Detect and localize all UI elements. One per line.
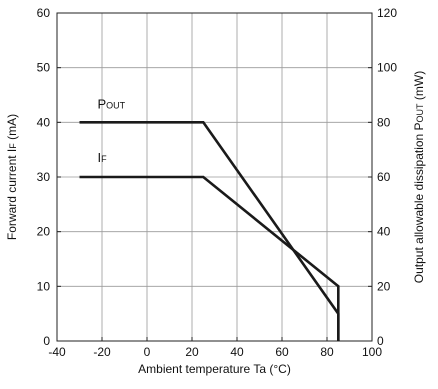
y-axis-label-right: Output allowable dissipation POUT (mW) bbox=[412, 71, 426, 283]
x-axis-label: Ambient temperature Ta (°C) bbox=[138, 362, 291, 376]
y-tick-label-right: 80 bbox=[377, 115, 391, 129]
x-tick-label: 40 bbox=[230, 345, 244, 359]
y-tick-label-left: 10 bbox=[37, 279, 51, 293]
y-tick-label-left: 0 bbox=[43, 334, 50, 348]
y-tick-label-left: 30 bbox=[37, 170, 51, 184]
series-label-if: IF bbox=[98, 150, 108, 165]
y-tick-label-right: 40 bbox=[377, 225, 391, 239]
x-tick-label: 60 bbox=[275, 345, 289, 359]
y-tick-label-right: 0 bbox=[377, 334, 384, 348]
y-axis-label-left: Forward current IF (mA) bbox=[5, 114, 19, 240]
y-tick-label-left: 50 bbox=[37, 61, 51, 75]
x-tick-label: 100 bbox=[362, 345, 382, 359]
y-tick-label-right: 60 bbox=[377, 170, 391, 184]
y-tick-label-right: 20 bbox=[377, 279, 391, 293]
series-line-pout bbox=[79, 121, 340, 341]
x-tick-label: -40 bbox=[48, 345, 66, 359]
x-tick-label: 20 bbox=[185, 345, 199, 359]
y-tick-label-right: 100 bbox=[377, 61, 397, 75]
y-tick-label-left: 20 bbox=[37, 225, 51, 239]
series-lines bbox=[79, 121, 340, 341]
y-tick-label-left: 60 bbox=[37, 6, 51, 20]
x-tick-label: 80 bbox=[320, 345, 334, 359]
x-tick-label: -20 bbox=[93, 345, 111, 359]
x-tick-label: 0 bbox=[144, 345, 151, 359]
series-label-pout: POUT bbox=[98, 96, 126, 111]
axis-ticks: -40 -20 0 20 40 60 80 1000102030405060020406080… bbox=[37, 6, 398, 359]
y-tick-label-left: 40 bbox=[37, 115, 51, 129]
y-tick-label-right: 120 bbox=[377, 6, 397, 20]
